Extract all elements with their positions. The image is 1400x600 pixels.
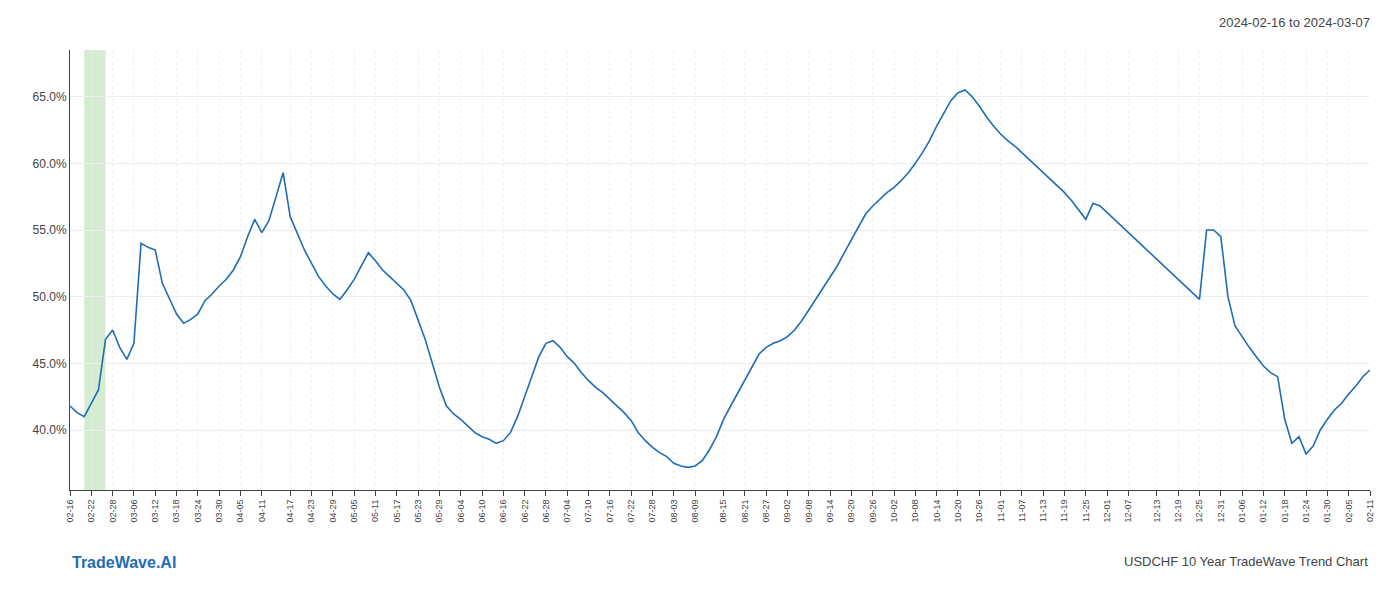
svg-text:05-29: 05-29 bbox=[434, 500, 444, 523]
svg-text:06-16: 06-16 bbox=[498, 500, 508, 523]
svg-text:08-03: 08-03 bbox=[669, 500, 679, 523]
svg-text:12-01: 12-01 bbox=[1102, 500, 1112, 523]
svg-text:02-28: 02-28 bbox=[108, 500, 118, 523]
svg-text:03-24: 03-24 bbox=[193, 500, 203, 523]
svg-text:11-07: 11-07 bbox=[1017, 500, 1027, 522]
svg-text:12-13: 12-13 bbox=[1152, 500, 1162, 523]
svg-text:01-06: 01-06 bbox=[1237, 500, 1247, 523]
svg-text:06-28: 06-28 bbox=[541, 500, 551, 523]
svg-text:04-05: 04-05 bbox=[235, 500, 245, 523]
svg-text:04-23: 04-23 bbox=[306, 500, 316, 523]
svg-text:06-22: 06-22 bbox=[520, 500, 530, 523]
svg-text:40.0%: 40.0% bbox=[33, 423, 67, 437]
svg-text:02-16: 02-16 bbox=[65, 500, 75, 523]
svg-text:04-17: 04-17 bbox=[285, 500, 295, 523]
svg-text:TradeWave.AI: TradeWave.AI bbox=[72, 554, 176, 571]
svg-text:08-15: 08-15 bbox=[718, 500, 728, 523]
svg-text:01-18: 01-18 bbox=[1280, 500, 1290, 523]
svg-text:09-02: 09-02 bbox=[782, 500, 792, 523]
svg-text:02-11: 02-11 bbox=[1365, 500, 1375, 522]
svg-text:02-22: 02-22 bbox=[86, 500, 96, 523]
svg-text:09-08: 09-08 bbox=[804, 500, 814, 523]
svg-text:01-12: 01-12 bbox=[1258, 500, 1268, 523]
svg-text:07-04: 07-04 bbox=[562, 500, 572, 523]
svg-text:07-22: 07-22 bbox=[626, 500, 636, 523]
svg-text:60.0%: 60.0% bbox=[33, 157, 67, 171]
svg-text:01-24: 01-24 bbox=[1301, 500, 1311, 523]
svg-text:2024-02-16 to 2024-03-07: 2024-02-16 to 2024-03-07 bbox=[1219, 15, 1370, 30]
svg-text:12-25: 12-25 bbox=[1194, 500, 1204, 523]
svg-text:03-30: 03-30 bbox=[214, 500, 224, 523]
svg-text:06-10: 06-10 bbox=[477, 500, 487, 523]
svg-text:09-26: 09-26 bbox=[868, 500, 878, 523]
svg-text:55.0%: 55.0% bbox=[33, 223, 67, 237]
svg-text:12-31: 12-31 bbox=[1216, 500, 1226, 523]
svg-text:USDCHF 10 Year TradeWave Trend: USDCHF 10 Year TradeWave Trend Chart bbox=[1124, 554, 1368, 569]
svg-text:03-18: 03-18 bbox=[171, 500, 181, 523]
svg-text:65.0%: 65.0% bbox=[33, 90, 67, 104]
svg-text:50.0%: 50.0% bbox=[33, 290, 67, 304]
svg-text:11-01: 11-01 bbox=[996, 500, 1006, 522]
svg-text:09-20: 09-20 bbox=[846, 500, 856, 523]
svg-text:10-02: 10-02 bbox=[889, 500, 899, 523]
svg-text:12-19: 12-19 bbox=[1173, 500, 1183, 523]
svg-text:07-16: 07-16 bbox=[605, 500, 615, 523]
svg-text:02-05: 02-05 bbox=[1344, 500, 1354, 523]
svg-text:11-13: 11-13 bbox=[1038, 500, 1048, 522]
svg-text:03-06: 03-06 bbox=[129, 500, 139, 523]
svg-text:06-04: 06-04 bbox=[456, 500, 466, 523]
svg-text:07-10: 07-10 bbox=[584, 500, 594, 523]
svg-text:03-12: 03-12 bbox=[150, 500, 160, 523]
svg-text:05-23: 05-23 bbox=[413, 500, 423, 523]
svg-text:07-28: 07-28 bbox=[647, 500, 657, 523]
svg-text:11-19: 11-19 bbox=[1059, 500, 1069, 522]
svg-text:08-09: 08-09 bbox=[690, 500, 700, 523]
svg-text:09-14: 09-14 bbox=[825, 500, 835, 523]
svg-text:10-08: 10-08 bbox=[910, 500, 920, 523]
svg-text:10-26: 10-26 bbox=[974, 500, 984, 523]
svg-text:45.0%: 45.0% bbox=[33, 357, 67, 371]
svg-text:04-29: 04-29 bbox=[328, 500, 338, 523]
svg-text:12-07: 12-07 bbox=[1123, 500, 1133, 523]
svg-text:04-11: 04-11 bbox=[257, 500, 267, 522]
svg-text:08-21: 08-21 bbox=[740, 500, 750, 523]
svg-text:11-25: 11-25 bbox=[1081, 500, 1091, 522]
svg-text:01-30: 01-30 bbox=[1322, 500, 1332, 523]
svg-text:10-20: 10-20 bbox=[953, 500, 963, 523]
svg-text:10-14: 10-14 bbox=[932, 500, 942, 523]
svg-text:05-17: 05-17 bbox=[392, 500, 402, 523]
svg-text:05-11: 05-11 bbox=[370, 500, 380, 522]
svg-text:08-27: 08-27 bbox=[761, 500, 771, 523]
svg-text:05-05: 05-05 bbox=[349, 500, 359, 523]
